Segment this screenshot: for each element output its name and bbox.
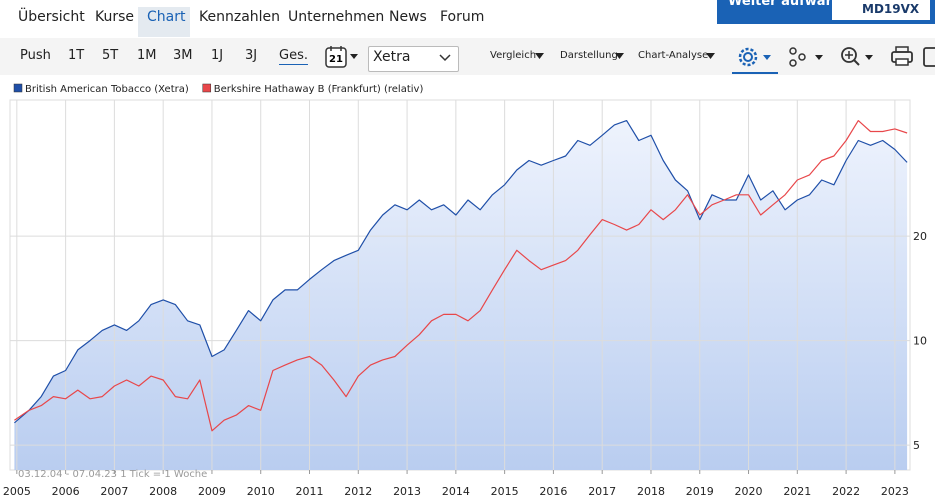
indicator-button[interactable] xyxy=(789,47,823,67)
toolbar-icons xyxy=(732,46,935,74)
period-button[interactable]: Push xyxy=(20,48,51,63)
settings-button[interactable] xyxy=(732,47,778,74)
arrow xyxy=(615,53,624,59)
period-button[interactable]: 3M xyxy=(173,48,193,63)
menu-button[interactable]: Darstellung xyxy=(560,50,618,61)
x-tick-label: 2015 xyxy=(491,485,519,498)
arrow xyxy=(706,53,715,59)
period-button[interactable]: 1T xyxy=(68,48,85,63)
select-chevron xyxy=(439,54,451,62)
period-button[interactable]: 1M xyxy=(137,48,157,63)
legend-item[interactable]: Berkshire Hathaway B (Frankfurt) (relati… xyxy=(202,83,424,95)
calendar-icon xyxy=(325,47,347,68)
menu-arrow xyxy=(535,53,544,59)
nav-tab[interactable]: Kennzahlen xyxy=(199,9,281,25)
arrow xyxy=(763,55,771,60)
dropdown-arrow xyxy=(350,54,358,59)
banner-text[interactable]: Weiter aufwärts! xyxy=(728,0,852,9)
x-tick-label: 2023 xyxy=(881,485,909,498)
nav-tab[interactable]: Unternehmen xyxy=(288,9,385,25)
arrow xyxy=(535,53,544,59)
paper xyxy=(895,46,909,53)
nav-tab[interactable]: Chart xyxy=(147,9,186,25)
series-line xyxy=(14,120,908,432)
legend-swatch xyxy=(13,83,23,93)
menu-button[interactable]: Vergleich xyxy=(490,50,537,61)
arrow xyxy=(815,55,823,60)
paper xyxy=(895,58,909,66)
chart: 2005 2006 2007 2008 2009 2010 2011 2012 2013 2014… xyxy=(3,83,927,498)
security-code: MD19VX xyxy=(862,2,920,16)
y-tick-label: 10 xyxy=(913,335,927,348)
calendar-button[interactable]: 21 xyxy=(324,44,364,72)
menu-button[interactable]: Chart-Analyse xyxy=(638,50,709,61)
x-tick-label: 2021 xyxy=(783,485,811,498)
toolbar xyxy=(0,38,935,75)
nav-tab[interactable]: Übersicht xyxy=(18,9,85,25)
x-tick-label: 2008 xyxy=(149,485,177,498)
period-button[interactable]: 3J xyxy=(245,48,258,63)
period-button[interactable]: 5T xyxy=(102,48,119,63)
x-tick-label: 2017 xyxy=(588,485,616,498)
x-tick-label: 2011 xyxy=(296,485,324,498)
nav-tab[interactable]: Forum xyxy=(440,9,485,25)
x-tick-label: 2012 xyxy=(344,485,372,498)
print-button[interactable] xyxy=(891,46,913,66)
x-tick-label: 2020 xyxy=(735,485,763,498)
lens xyxy=(841,47,857,63)
legend-label: Berkshire Hathaway B (Frankfurt) (relati… xyxy=(214,84,424,95)
x-tick-label: 2018 xyxy=(637,485,665,498)
save-icon xyxy=(923,47,935,67)
node xyxy=(789,59,797,67)
menu-arrow xyxy=(706,53,715,59)
chevron xyxy=(439,54,451,62)
gear-hub xyxy=(743,52,753,62)
nav-tab[interactable]: News xyxy=(389,9,427,25)
y-tick-label: 20 xyxy=(913,230,927,243)
y-tick-label: 5 xyxy=(913,439,920,452)
x-tick-label: 2005 xyxy=(3,485,31,498)
zoom-button[interactable] xyxy=(841,47,873,66)
period-button[interactable]: Ges. xyxy=(279,48,308,63)
node xyxy=(798,53,806,61)
series-line xyxy=(14,120,908,424)
area-fill xyxy=(14,120,908,470)
legend-swatch xyxy=(202,83,212,93)
period-button[interactable]: 1J xyxy=(211,48,224,63)
x-tick-label: 2016 xyxy=(539,485,567,498)
x-tick-label: 2006 xyxy=(52,485,80,498)
legend-label: British American Tobacco (Xetra) xyxy=(25,84,189,95)
calendar-day: 21 xyxy=(329,54,343,65)
x-tick-label: 2010 xyxy=(247,485,275,498)
x-tick-label: 2007 xyxy=(100,485,128,498)
gear-teeth xyxy=(738,47,758,67)
active-tab-background xyxy=(138,7,190,37)
x-tick-label: 2019 xyxy=(686,485,714,498)
x-tick-label: 2009 xyxy=(198,485,226,498)
exchange-value: Xetra xyxy=(373,49,411,65)
menu-arrow xyxy=(615,53,624,59)
handle xyxy=(853,59,860,66)
legend-item[interactable]: British American Tobacco (Xetra) xyxy=(13,83,189,95)
x-tick-label: 2022 xyxy=(832,485,860,498)
x-tick-label: 2013 xyxy=(393,485,421,498)
chart-annotation: 03.12.04 - 07.04.23 1 Tick = 1 Woche xyxy=(18,469,207,480)
arrow xyxy=(865,55,873,60)
x-tick-label: 2014 xyxy=(442,485,470,498)
code-box xyxy=(832,0,930,20)
save-button[interactable] xyxy=(923,47,935,67)
nav-tab[interactable]: Kurse xyxy=(95,9,135,25)
node xyxy=(789,47,797,55)
